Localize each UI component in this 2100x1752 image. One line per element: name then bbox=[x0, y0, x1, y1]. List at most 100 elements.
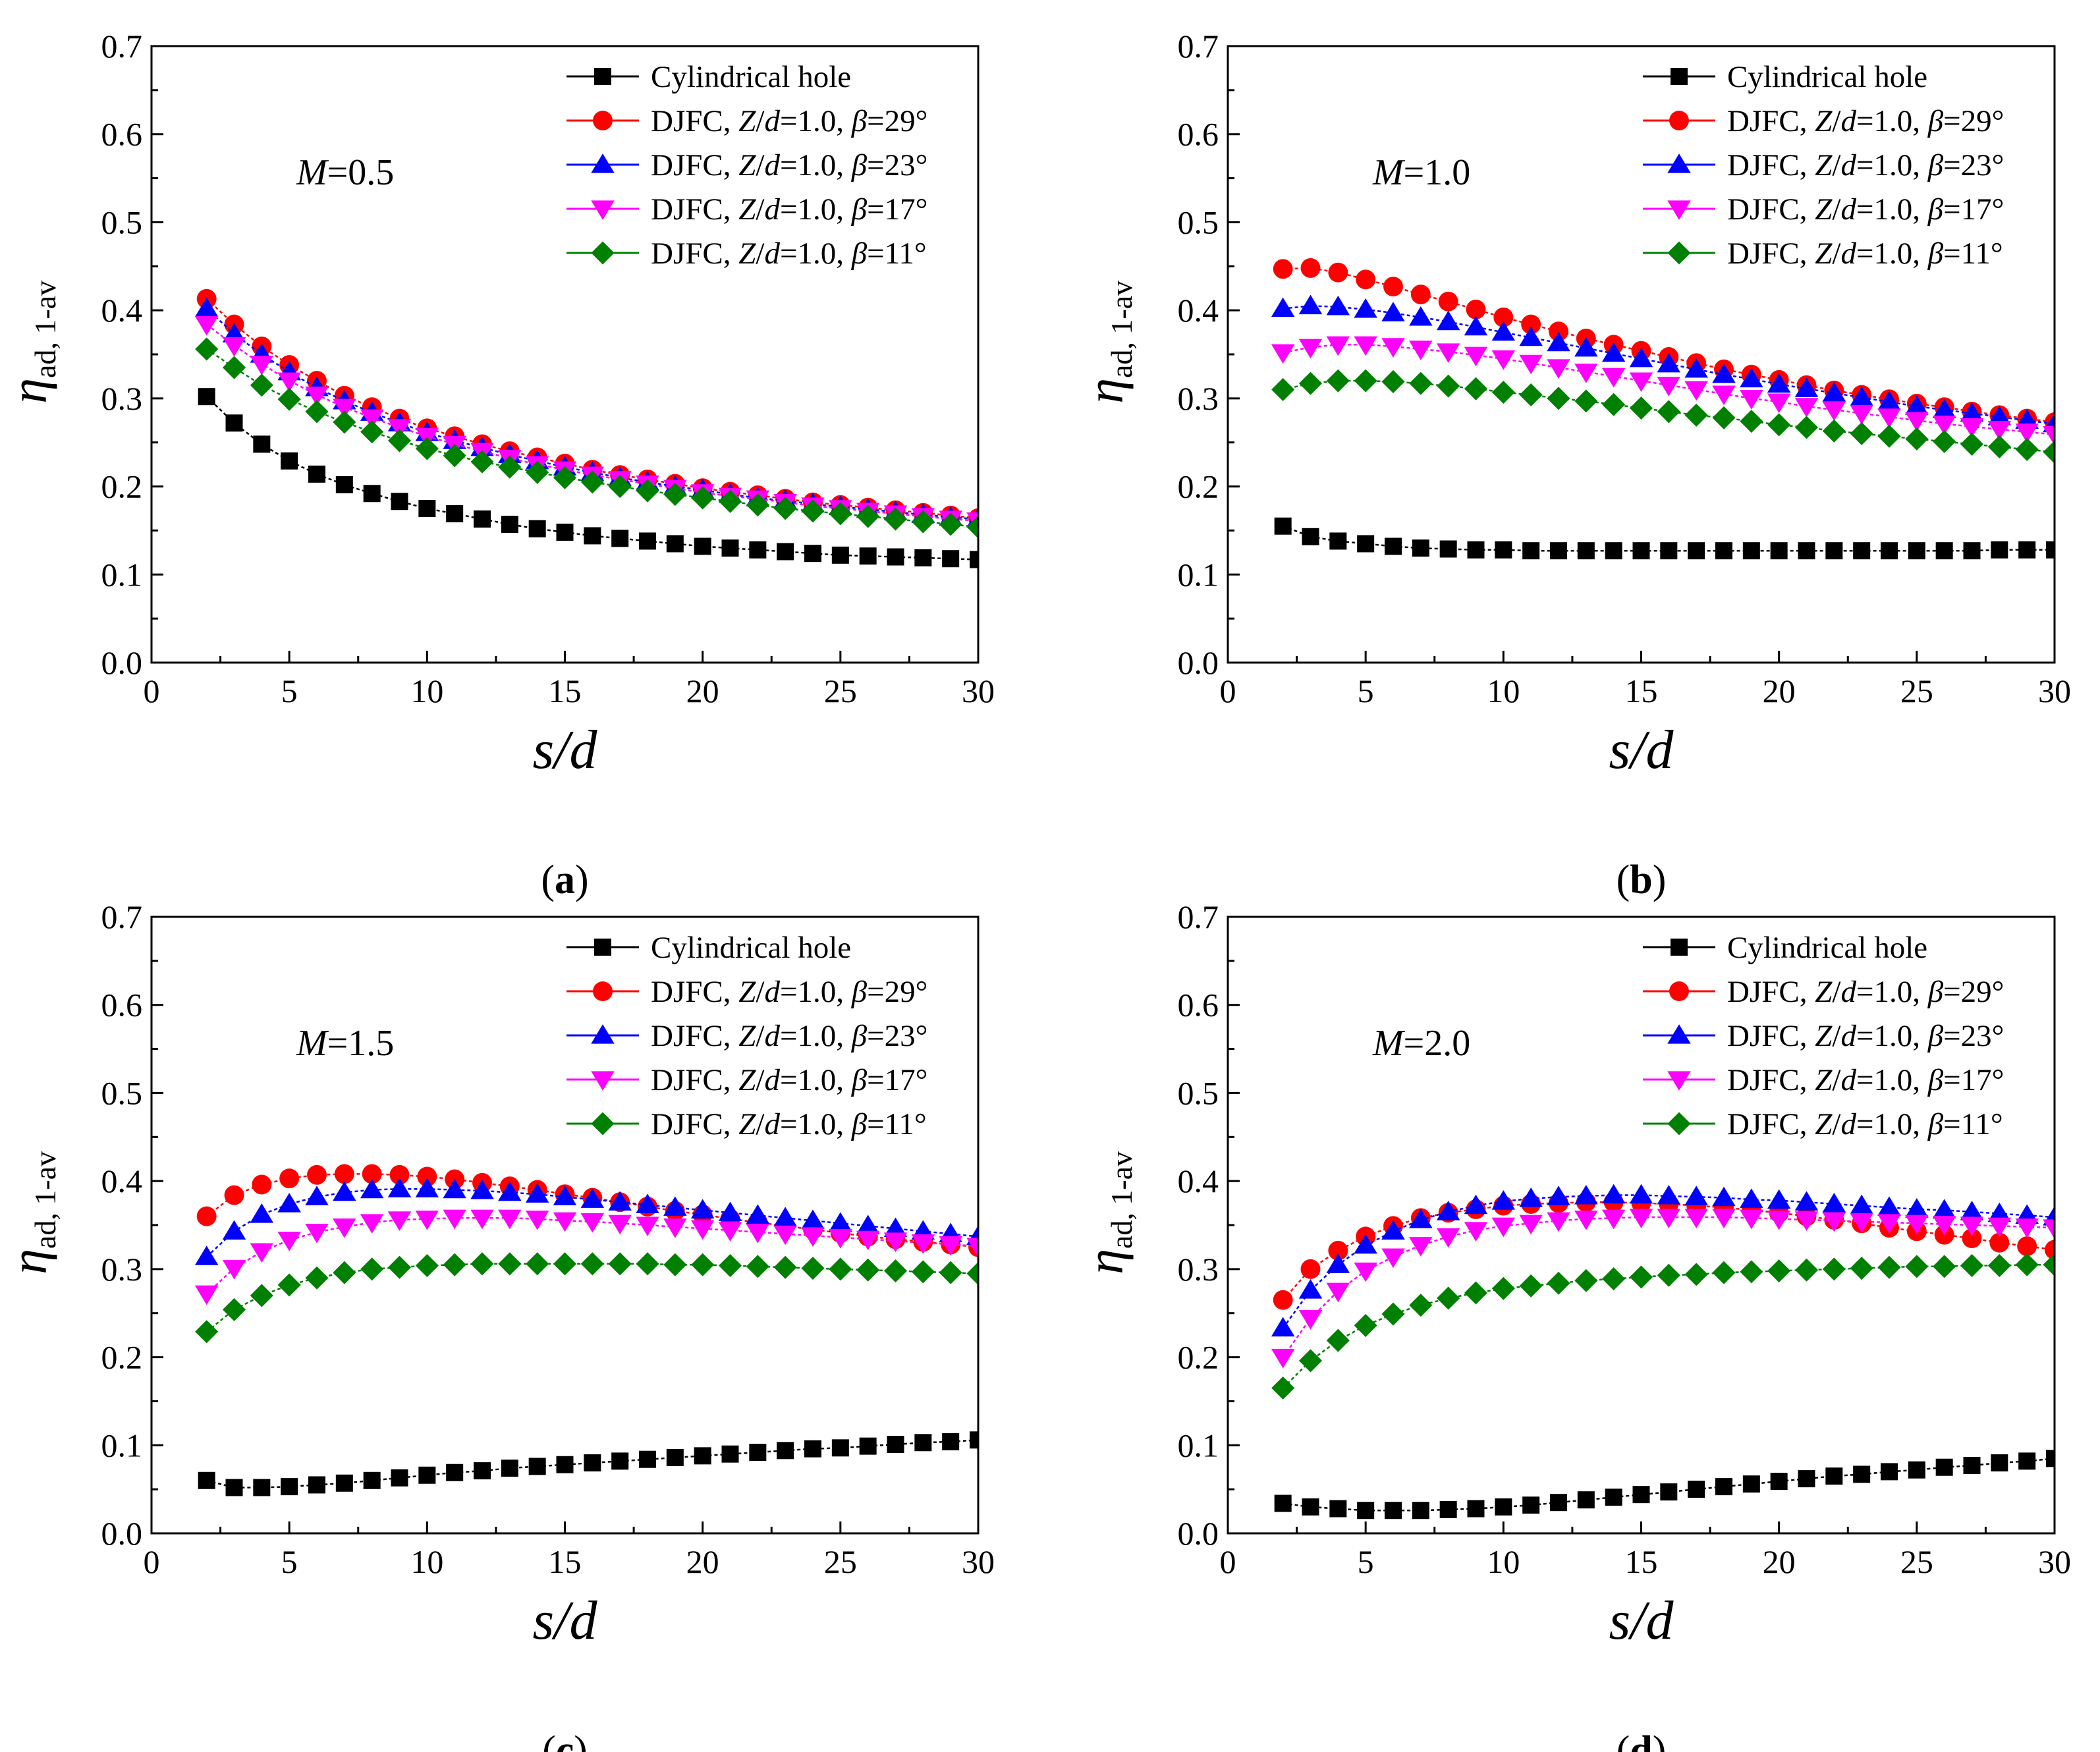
data-point bbox=[1547, 359, 1570, 379]
legend-beta: β bbox=[1927, 148, 1944, 182]
x-tick-text: 30 bbox=[2038, 1543, 2071, 1580]
data-point bbox=[636, 479, 659, 503]
y-tick-label: 0.6 bbox=[1178, 116, 1219, 153]
y-tick-text: 0.3 bbox=[1178, 1251, 1219, 1288]
data-point bbox=[1877, 391, 1901, 410]
data-point bbox=[2018, 541, 2036, 559]
data-point bbox=[1657, 377, 1681, 397]
data-point bbox=[1987, 1202, 2012, 1222]
data-point bbox=[1960, 402, 1984, 422]
data-point bbox=[305, 400, 329, 424]
legend-beta: β bbox=[1927, 1063, 1944, 1097]
data-point bbox=[773, 1225, 797, 1246]
y-tick-label: 0.3 bbox=[1178, 1251, 1219, 1288]
data-point bbox=[1740, 390, 1763, 410]
data-point bbox=[639, 532, 656, 550]
data-point bbox=[1519, 1187, 1543, 1207]
data-point bbox=[694, 537, 711, 555]
data-point bbox=[1491, 1276, 1515, 1300]
data-point bbox=[415, 1210, 439, 1230]
legend-prefix: DJFC, bbox=[651, 975, 738, 1009]
y-tick-label: 0.1 bbox=[1178, 556, 1219, 593]
data-point bbox=[690, 1199, 715, 1218]
x-tick-text: 10 bbox=[1487, 672, 1520, 709]
legend-d: d bbox=[1840, 104, 1856, 138]
data-point bbox=[914, 549, 932, 566]
data-point bbox=[1877, 1196, 1901, 1216]
m-var: M bbox=[1372, 1023, 1406, 1064]
x-tick-label: 30 bbox=[2038, 1543, 2071, 1580]
data-point bbox=[1381, 338, 1405, 358]
data-point bbox=[194, 1246, 219, 1265]
data-point bbox=[1794, 1258, 1819, 1282]
data-point bbox=[222, 1220, 246, 1240]
x-tick-label: 25 bbox=[824, 1543, 857, 1580]
data-point bbox=[1688, 1481, 1705, 1498]
data-point bbox=[1354, 1313, 1377, 1337]
y-tick-text: 0.2 bbox=[1178, 468, 1219, 505]
legend-prefix: DJFC, bbox=[651, 1019, 738, 1053]
legend-eq: =1.0, bbox=[780, 1063, 852, 1097]
data-point bbox=[470, 1209, 494, 1230]
data-point bbox=[1987, 1253, 2011, 1278]
data-point bbox=[804, 545, 821, 562]
legend-slash: / bbox=[1832, 236, 1841, 271]
data-point bbox=[446, 1464, 464, 1481]
data-point bbox=[474, 1462, 491, 1480]
data-point bbox=[1933, 429, 1956, 453]
data-point bbox=[1381, 1302, 1405, 1326]
legend-d: d bbox=[764, 192, 780, 227]
data-point bbox=[801, 1209, 825, 1229]
data-point bbox=[608, 1191, 632, 1211]
y-tick-label: 0.0 bbox=[101, 1515, 143, 1552]
data-point bbox=[1740, 1188, 1763, 1208]
data-point bbox=[1271, 377, 1295, 402]
data-point bbox=[1877, 424, 1901, 448]
data-point bbox=[1381, 370, 1405, 394]
legend-label: DJFC, Z/d=1.0, β=11° bbox=[651, 1107, 927, 1141]
data-point bbox=[1547, 387, 1570, 410]
data-point bbox=[1298, 1310, 1323, 1330]
data-point bbox=[1302, 1498, 1319, 1516]
legend-beta: β bbox=[1927, 1107, 1944, 1141]
data-point bbox=[1850, 1213, 1873, 1233]
data-point bbox=[250, 1203, 274, 1223]
legend-z: Z bbox=[1815, 236, 1833, 271]
x-tick-label: 10 bbox=[1487, 1543, 1520, 1580]
data-point bbox=[2017, 1236, 2037, 1257]
data-point bbox=[1908, 542, 1925, 560]
legend-beta: β bbox=[1927, 192, 1944, 227]
legend-prefix: DJFC, bbox=[651, 104, 738, 138]
data-point bbox=[1932, 1199, 1956, 1218]
legend-d: d bbox=[1840, 192, 1856, 227]
x-axis-label: s/d bbox=[532, 719, 597, 780]
y-axis-label-eta: η bbox=[1076, 1249, 1134, 1274]
y-axis-label-eta: η bbox=[1076, 378, 1134, 404]
data-point bbox=[198, 1471, 215, 1489]
caption-open-paren: ( bbox=[1616, 1728, 1630, 1752]
x-axis-label-text: s/d bbox=[532, 719, 597, 780]
data-point bbox=[415, 1178, 439, 1197]
data-point bbox=[2045, 1240, 2055, 1260]
x-tick-text: 10 bbox=[1487, 1543, 1520, 1580]
y-tick-text: 0.5 bbox=[1178, 204, 1219, 240]
data-point bbox=[1550, 542, 1567, 560]
data-point bbox=[1905, 1198, 1929, 1218]
plot-area bbox=[194, 1164, 978, 1496]
data-point bbox=[1712, 406, 1736, 429]
data-point bbox=[636, 1217, 659, 1236]
data-point bbox=[363, 1471, 381, 1489]
data-point bbox=[2043, 440, 2055, 464]
y-tick-label: 0.1 bbox=[101, 556, 143, 593]
x-tick-text: 5 bbox=[1358, 1543, 1374, 1580]
data-point bbox=[1629, 347, 1653, 368]
m-annotation: M=2.0 bbox=[1372, 1023, 1470, 1064]
data-point bbox=[333, 398, 356, 419]
data-point bbox=[1495, 1498, 1512, 1516]
y-tick-label: 0.6 bbox=[101, 116, 143, 153]
data-point bbox=[1932, 1215, 1956, 1236]
y-tick-label: 0.7 bbox=[101, 898, 143, 935]
data-point bbox=[939, 512, 962, 536]
data-point bbox=[333, 1261, 356, 1284]
